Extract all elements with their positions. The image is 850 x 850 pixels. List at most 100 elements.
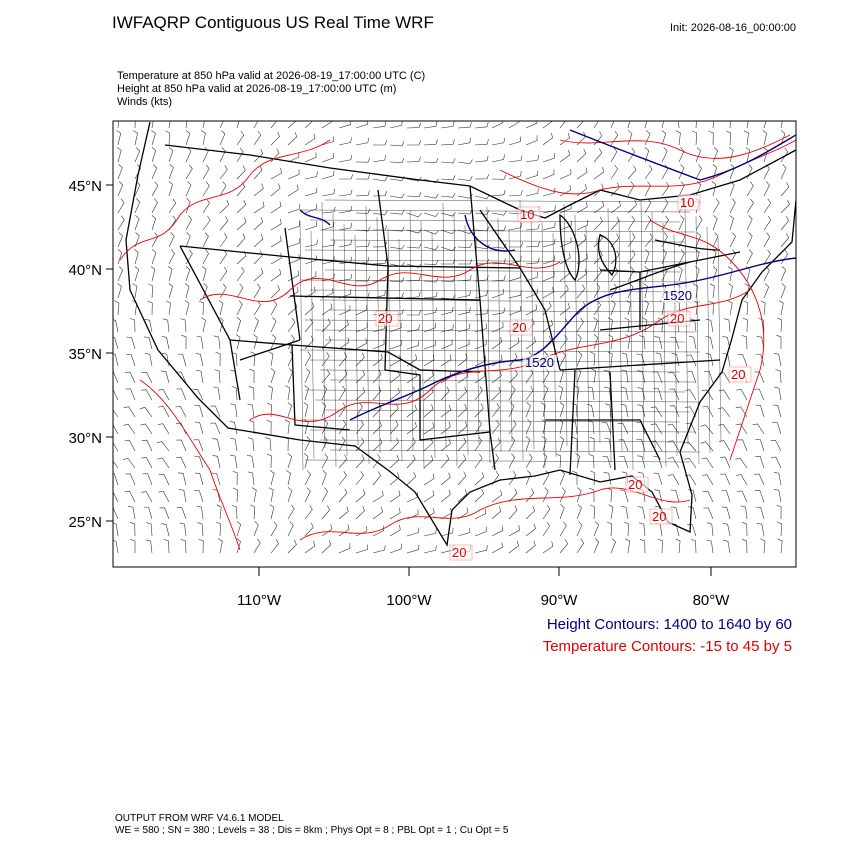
wind-barb xyxy=(706,539,714,554)
wind-barb xyxy=(754,388,765,401)
wind-barb xyxy=(508,190,523,197)
wind-barb xyxy=(113,409,119,418)
wind-barb xyxy=(231,352,238,367)
wind-barb xyxy=(202,121,205,129)
wind-barb xyxy=(161,336,170,350)
wind-barb xyxy=(130,538,136,553)
wind-barb xyxy=(627,130,633,146)
axes: 45°N 40°N 35°N 30°N 25°N 110°W 100°W 90°W 80°W xyxy=(68,178,730,609)
wind-barb xyxy=(218,538,223,554)
wind-barb xyxy=(576,148,587,163)
wind-barb xyxy=(653,387,663,401)
wind-barb xyxy=(270,121,278,129)
wind-barb xyxy=(210,405,221,418)
wind-barb xyxy=(440,121,455,129)
wind-barb xyxy=(474,508,487,520)
wind-barb xyxy=(372,386,382,401)
contour-label: 20 xyxy=(652,509,666,524)
wind-barb xyxy=(355,471,364,486)
wind-barb xyxy=(525,419,532,435)
wind-barb xyxy=(287,521,294,537)
wind-barb xyxy=(610,164,618,180)
height-legend: Height Contours: 1400 to 1640 by 60 xyxy=(547,616,792,633)
wind-barb xyxy=(709,283,715,299)
wind-barb xyxy=(474,194,490,200)
wind-barb xyxy=(286,470,291,486)
wind-barb xyxy=(355,241,370,248)
wind-barb xyxy=(231,505,238,520)
wind-barb xyxy=(287,368,294,384)
wind-barb xyxy=(474,419,482,435)
wind-barb xyxy=(202,198,210,214)
wind-barb xyxy=(389,420,399,435)
wind-barb xyxy=(705,319,714,333)
wind-barb xyxy=(457,489,468,503)
wind-barb xyxy=(338,305,351,316)
wind-barb xyxy=(457,290,471,299)
wind-barb xyxy=(389,543,402,554)
wind-barb xyxy=(423,438,434,452)
wind-barb xyxy=(185,249,193,265)
wind-barb xyxy=(338,154,352,163)
wind-barb xyxy=(151,164,158,180)
wind-barb xyxy=(692,130,698,146)
wind-barb xyxy=(712,215,718,231)
wind-barb xyxy=(194,455,204,469)
wind-barb xyxy=(440,306,454,316)
wind-barb xyxy=(474,244,490,250)
wind-barb xyxy=(687,524,697,537)
wind-barb xyxy=(338,256,352,265)
wind-barb xyxy=(355,121,368,129)
wind-barb xyxy=(644,233,653,248)
wind-barb xyxy=(700,424,714,435)
wind-barb xyxy=(372,191,387,197)
wind-barb xyxy=(661,121,664,129)
wind-barb xyxy=(542,153,555,163)
wind-barb xyxy=(644,147,650,163)
wind-barb xyxy=(268,351,274,367)
wind-barb xyxy=(185,215,192,231)
wind-barb xyxy=(590,504,596,520)
wind-barb xyxy=(160,370,170,384)
wind-barb xyxy=(406,471,417,486)
wind-barb xyxy=(151,181,159,197)
wind-barb xyxy=(338,524,350,537)
wind-barb xyxy=(270,168,282,180)
county-line xyxy=(530,210,535,450)
wind-barb xyxy=(303,402,309,418)
wind-barb xyxy=(177,353,187,367)
wind-barb xyxy=(146,522,153,537)
wind-barb xyxy=(219,147,226,163)
wind-barb xyxy=(559,539,569,554)
county-line xyxy=(324,339,686,343)
wind-barb xyxy=(593,300,602,316)
wind-barb xyxy=(219,249,228,265)
wind-barb xyxy=(168,147,174,163)
wind-barb xyxy=(720,456,731,469)
wind-barb xyxy=(389,355,401,367)
wind-barb xyxy=(525,272,538,282)
wind-barb xyxy=(270,521,278,537)
wind-barb xyxy=(355,525,368,537)
county-line xyxy=(314,399,701,403)
wind-barb xyxy=(287,453,293,469)
wind-barb xyxy=(542,271,555,282)
wind-barb xyxy=(780,266,787,282)
wind-barb xyxy=(423,277,439,283)
wind-barb xyxy=(780,164,787,180)
county-line xyxy=(329,449,701,453)
wind-barb xyxy=(700,441,714,452)
wind-barb xyxy=(389,387,400,401)
wind-barb xyxy=(303,453,309,469)
wind-barb xyxy=(116,147,122,163)
wind-barb xyxy=(287,351,294,367)
wind-barb xyxy=(338,137,352,146)
wind-barb xyxy=(151,249,157,265)
wind-barb xyxy=(202,147,209,163)
wind-barb xyxy=(639,335,646,350)
wind-barb xyxy=(722,539,731,554)
wind-barb xyxy=(763,181,770,197)
wind-barb xyxy=(406,243,422,249)
wind-barb xyxy=(270,284,280,299)
